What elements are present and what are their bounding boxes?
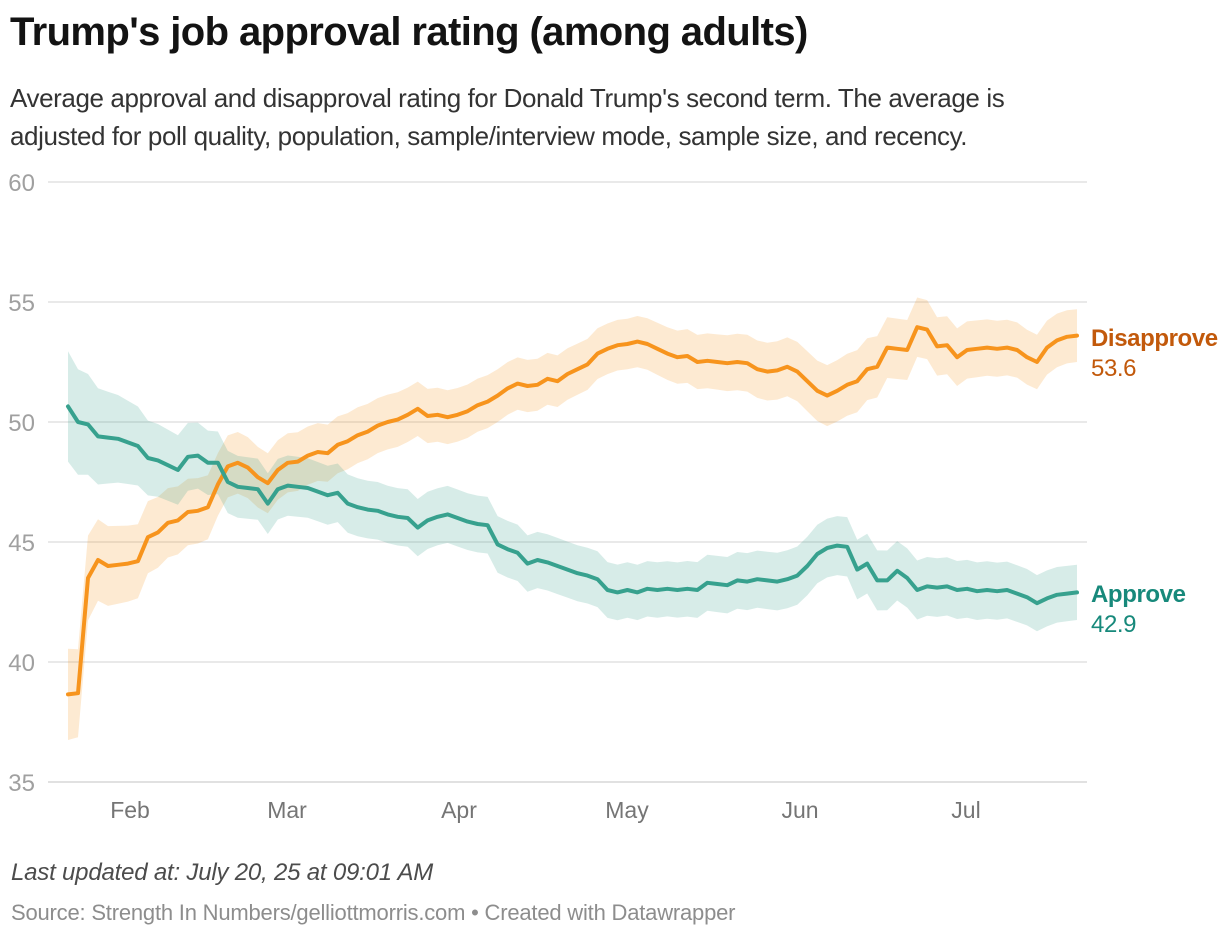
page-title: Trump's job approval rating (among adult… (10, 10, 808, 54)
x-tick-label-may: May (605, 797, 649, 823)
chart-description: Average approval and disapproval rating … (10, 79, 1215, 155)
chart-description-line2: adjusted for poll quality, population, s… (10, 121, 968, 151)
x-tick-label-apr: Apr (441, 797, 477, 823)
last-updated-note: Last updated at: July 20, 25 at 09:01 AM (11, 859, 434, 886)
approve-series-name: Approve (1091, 581, 1186, 609)
approve-series-value: 42.9 (1091, 611, 1137, 639)
x-tick-label-jul: Jul (951, 797, 980, 823)
plot-hover-area[interactable] (48, 182, 1087, 782)
approve-line (66, 404, 1079, 606)
y-tick-label-45: 45 (8, 530, 35, 557)
series-label-disapprove: Disapprove 53.6 (1091, 324, 1219, 384)
disapprove-series-name: Disapprove (1091, 324, 1218, 352)
x-tick-label-jun: Jun (781, 797, 818, 823)
disapprove-confidence-band (68, 297, 1077, 740)
y-tick-label-55: 55 (8, 290, 35, 317)
approve-confidence-band (68, 351, 1077, 632)
y-tick-label-35: 35 (8, 770, 35, 797)
chart-description-line1: Average approval and disapproval rating … (10, 83, 1005, 113)
y-tick-label-50: 50 (8, 410, 35, 437)
series-label-approve: Approve 42.9 (1091, 580, 1219, 640)
x-tick-label-feb: Feb (110, 797, 150, 823)
disapprove-line (66, 325, 1079, 697)
y-tick-label-60: 60 (8, 170, 35, 197)
disapprove-series-value: 53.6 (1091, 354, 1137, 382)
y-tick-label-40: 40 (8, 650, 35, 677)
x-tick-label-mar: Mar (267, 797, 307, 823)
source-attribution: Source: Strength In Numbers/gelliottmorr… (11, 900, 736, 925)
